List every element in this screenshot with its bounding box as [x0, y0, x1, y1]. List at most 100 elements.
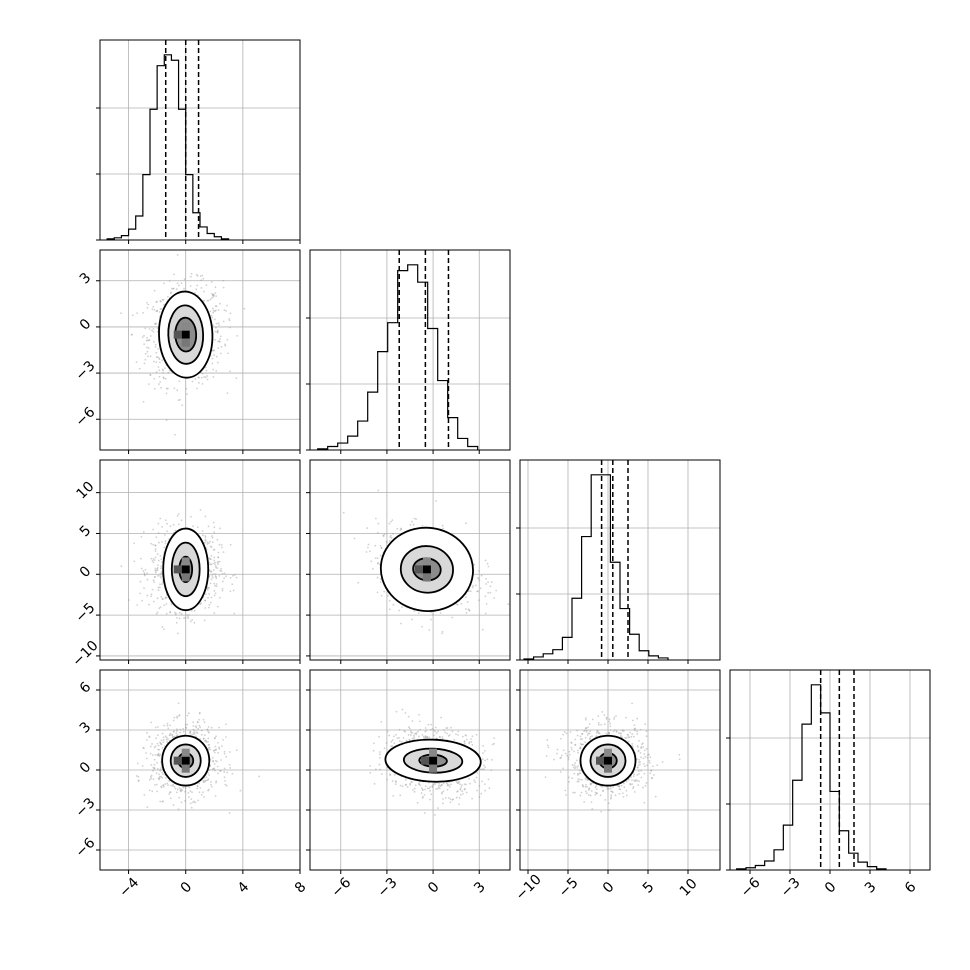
scatter-point — [213, 612, 216, 614]
scatter-point — [195, 725, 197, 728]
scatter-point — [135, 361, 138, 363]
scatter-point — [429, 728, 432, 731]
scatter-point — [143, 334, 145, 337]
scatter-point — [156, 761, 158, 764]
scatter-point — [489, 591, 492, 594]
scatter-point — [408, 738, 411, 741]
scatter-point — [389, 534, 392, 537]
scatter-point — [452, 798, 454, 801]
scatter-point — [463, 740, 466, 743]
scatter-point — [180, 789, 183, 792]
scatter-point — [165, 738, 168, 741]
scatter-point — [610, 796, 613, 799]
scatter-point — [192, 731, 195, 734]
scatter-point — [184, 726, 187, 729]
scatter-point — [163, 604, 166, 607]
scatter-point — [495, 589, 498, 592]
scatter-point — [466, 601, 469, 603]
scatter-point — [468, 741, 471, 744]
scatter-point — [164, 540, 167, 543]
scatter-point — [212, 759, 214, 762]
scatter-point — [176, 788, 179, 791]
scatter-point — [198, 724, 201, 727]
scatter-point — [219, 302, 221, 305]
scatter-point — [179, 790, 182, 793]
scatter-point — [195, 273, 198, 276]
scatter-point — [178, 714, 181, 717]
scatter-point — [457, 782, 459, 785]
panel-content — [100, 250, 300, 450]
scatter-point — [157, 366, 160, 368]
scatter-point — [584, 727, 587, 730]
scatter-point — [205, 776, 208, 779]
scatter-point — [389, 520, 392, 523]
scatter-point — [477, 590, 479, 593]
scatter-point — [210, 546, 213, 549]
scatter-point — [212, 576, 214, 579]
scatter-point — [198, 376, 200, 379]
scatter-point — [215, 781, 217, 784]
scatter-point — [449, 801, 452, 804]
scatter-point — [209, 563, 212, 566]
scatter-point — [369, 550, 371, 553]
scatter-point — [258, 775, 261, 778]
scatter-point — [165, 419, 168, 422]
scatter-point — [170, 603, 173, 606]
scatter-point — [431, 786, 434, 788]
scatter-point — [489, 585, 492, 588]
scatter-point — [167, 738, 169, 740]
scatter-point — [441, 802, 444, 805]
scatter-point — [223, 776, 226, 779]
scatter-point — [225, 784, 228, 787]
scatter-point — [204, 538, 207, 541]
scatter-point — [204, 539, 207, 542]
scatter-point — [342, 511, 345, 514]
scatter-point — [465, 734, 468, 737]
scatter-point — [402, 736, 405, 739]
scatter-point — [640, 776, 643, 779]
scatter-point — [208, 746, 211, 749]
scatter-point — [157, 744, 160, 747]
scatter-point — [158, 777, 161, 780]
scatter-point — [199, 603, 202, 606]
scatter-point — [465, 791, 468, 794]
scatter-point — [185, 387, 188, 390]
scatter-point — [490, 758, 493, 761]
scatter-point — [164, 367, 166, 370]
scatter-point — [400, 622, 402, 625]
scatter-point — [159, 742, 162, 745]
scatter-point — [173, 273, 175, 276]
scatter-point — [202, 781, 205, 783]
scatter-point — [169, 732, 172, 735]
scatter-point — [212, 293, 215, 296]
scatter-point — [465, 522, 467, 525]
scatter-point — [607, 802, 610, 805]
scatter-point — [142, 400, 145, 403]
scatter-point — [171, 734, 174, 736]
scatter-point — [222, 551, 225, 554]
scatter-point — [426, 787, 429, 790]
scatter-point — [212, 294, 214, 297]
scatter-point — [571, 764, 574, 766]
scatter-point — [401, 606, 403, 608]
scatter-point — [144, 352, 147, 355]
scatter-point — [374, 768, 377, 771]
scatter-point — [206, 541, 209, 544]
scatter-point — [154, 753, 157, 756]
scatter-point — [172, 783, 175, 786]
panel-0-0 — [96, 39, 301, 244]
scatter-point — [153, 767, 156, 769]
scatter-point — [222, 286, 225, 289]
scatter-point — [398, 609, 401, 612]
scatter-point — [210, 780, 212, 783]
scatter-point — [217, 309, 220, 311]
scatter-point — [217, 347, 220, 349]
scatter-point — [143, 747, 145, 750]
scatter-point — [175, 791, 178, 794]
scatter-point — [192, 721, 195, 724]
scatter-point — [173, 611, 176, 614]
scatter-point — [177, 399, 180, 402]
scatter-point — [641, 743, 643, 746]
scatter-point — [217, 329, 219, 332]
scatter-point — [214, 737, 216, 740]
